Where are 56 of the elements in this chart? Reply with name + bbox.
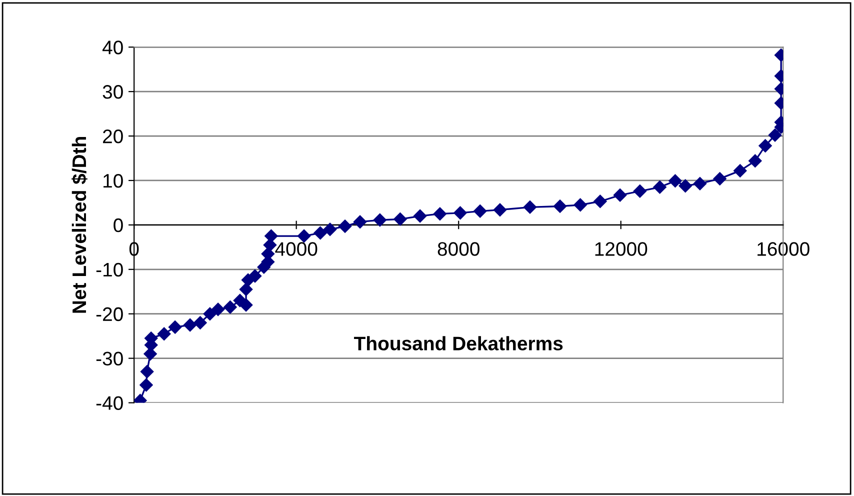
point: [353, 215, 367, 228]
point: [574, 198, 587, 212]
y-tick-label: 10: [104, 174, 123, 188]
point: [239, 282, 253, 296]
point: [211, 302, 225, 316]
y-tick-label: 0: [114, 218, 123, 232]
point: [553, 200, 567, 213]
x-axis-title: Thousand Dekatherms: [354, 336, 563, 350]
point: [158, 327, 171, 340]
point: [493, 203, 507, 216]
x-tick-label: 12000: [595, 242, 648, 256]
y-tick-label: -20: [96, 307, 123, 322]
point: [693, 177, 707, 190]
y-tick-label: -10: [96, 262, 123, 277]
point: [474, 204, 487, 218]
point: [248, 269, 262, 283]
point: [183, 318, 197, 332]
point: [224, 300, 237, 314]
point: [314, 226, 327, 240]
y-tick-label: 40: [102, 40, 123, 54]
point: [144, 347, 157, 360]
point: [633, 184, 647, 198]
point: [140, 365, 154, 378]
point: [523, 200, 537, 214]
point: [264, 229, 278, 243]
y-tick-label: 20: [103, 129, 123, 144]
point: [394, 212, 407, 226]
x-tick-label: 16000: [758, 242, 810, 256]
point: [678, 179, 692, 192]
point: [768, 128, 782, 142]
x-tick-label: 4000: [275, 242, 318, 256]
point: [203, 307, 217, 320]
point: [323, 222, 337, 236]
point: [713, 172, 726, 186]
point: [758, 139, 772, 152]
point: [734, 164, 747, 178]
y-tick-label: -40: [96, 396, 123, 410]
point: [748, 154, 762, 168]
point: [413, 209, 427, 223]
point: [668, 174, 682, 188]
point: [433, 207, 447, 220]
y-tick-label: 30: [102, 85, 123, 99]
point: [373, 213, 386, 227]
point: [613, 188, 627, 202]
y-tick-label: -30: [96, 352, 123, 366]
y-axis-title: Net Levelized $/Dth: [72, 136, 88, 313]
point: [338, 220, 352, 233]
point: [194, 316, 207, 330]
point: [140, 378, 153, 392]
x-tick-label: 8000: [438, 242, 480, 256]
point: [653, 180, 666, 194]
point: [297, 229, 311, 243]
point: [594, 194, 607, 208]
point: [239, 298, 253, 312]
point: [454, 206, 467, 220]
point: [168, 320, 182, 334]
